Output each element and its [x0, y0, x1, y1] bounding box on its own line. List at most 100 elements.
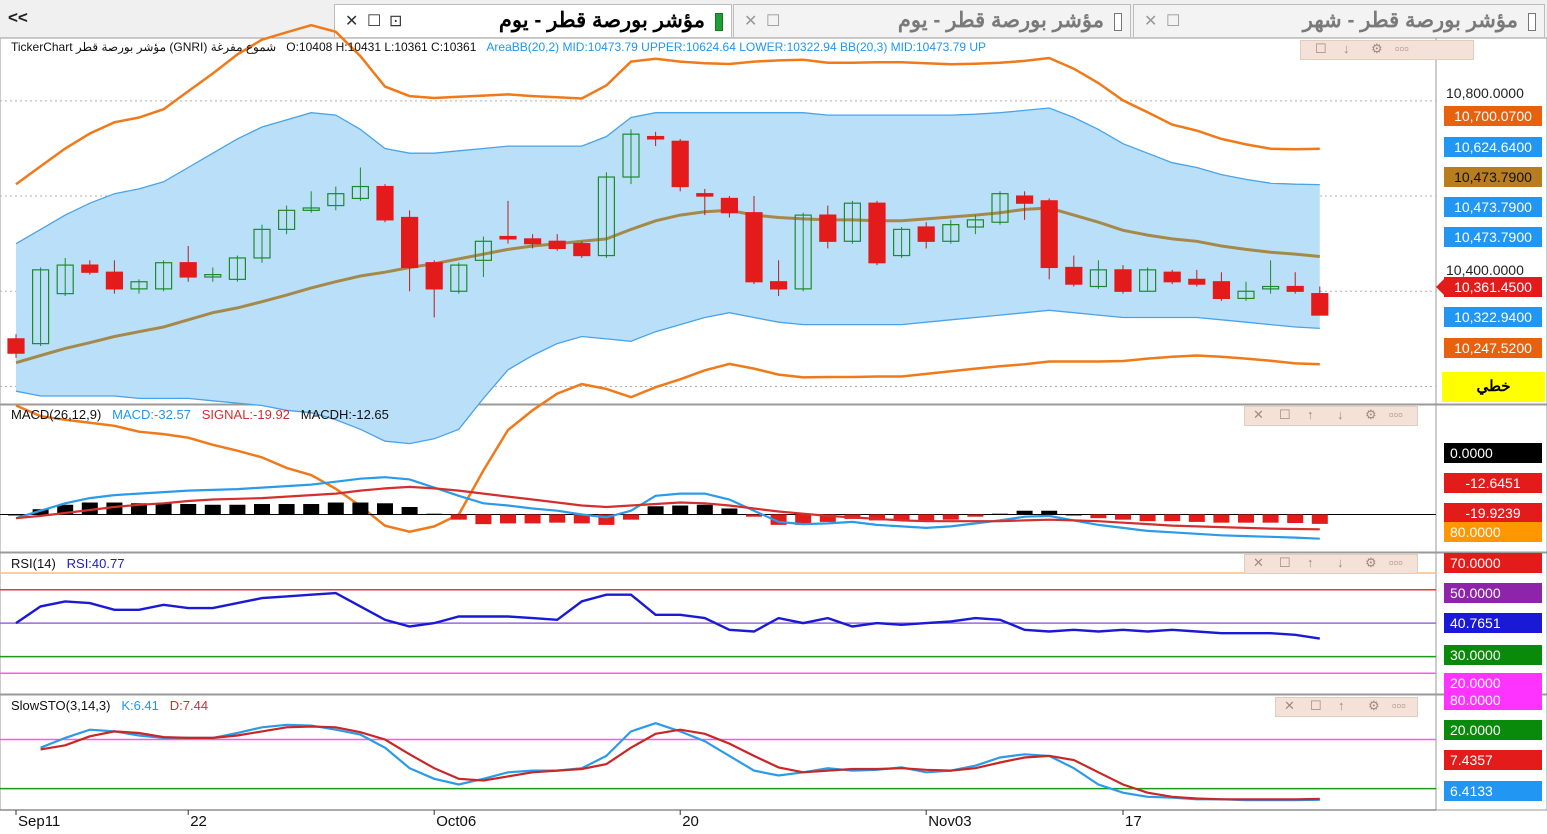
- close-icon[interactable]: ✕: [1284, 698, 1295, 713]
- candle-body: [253, 228, 271, 259]
- chart-title: TickerChart مؤشر بورصة قطر (GNRI) شموع م…: [11, 40, 986, 54]
- maximize-icon[interactable]: ☐: [1279, 555, 1291, 570]
- macd-line: [15, 476, 1320, 540]
- gear-icon[interactable]: ⚙: [1365, 407, 1377, 422]
- tab-active-daily[interactable]: ✕ ☐ ⊡ مؤشر بورصة قطر - يوم: [334, 4, 732, 37]
- candle-body: [548, 240, 566, 250]
- candle-body: [868, 202, 886, 264]
- more-icon[interactable]: ▫▫▫: [1389, 555, 1403, 570]
- candle-body: [671, 140, 689, 188]
- maximize-icon[interactable]: ☐: [1315, 41, 1327, 56]
- pin-icon[interactable]: ⊡: [389, 13, 403, 30]
- candle-body: [351, 185, 369, 200]
- macd-hist-bar: [327, 502, 344, 515]
- price-grid-label: 10,400.0000: [1446, 262, 1524, 278]
- x-axis-label: Oct06: [436, 813, 477, 830]
- macd-hist: MACDH:-12.65: [300, 407, 389, 422]
- down-icon[interactable]: ↓: [1337, 555, 1344, 570]
- up-icon[interactable]: ↑: [1338, 698, 1345, 713]
- more-icon[interactable]: ▫▫▫: [1392, 698, 1406, 713]
- up-icon[interactable]: ↑: [1307, 407, 1314, 422]
- tab-indicator-icon: [715, 13, 723, 31]
- gear-icon[interactable]: ⚙: [1371, 41, 1383, 56]
- macd-hist-bar: [1139, 514, 1156, 522]
- maximize-icon[interactable]: ☐: [1310, 698, 1322, 713]
- candle-body: [597, 176, 616, 257]
- candle-body: [81, 264, 99, 273]
- bb-values: AreaBB(20,2) MID:10473.79 UPPER:10624.64…: [486, 40, 987, 54]
- sto-tag: 7.4357: [1444, 750, 1542, 770]
- rsi-header: RSI(14) RSI:40.77: [11, 556, 124, 571]
- rsi-panel-controls[interactable]: ✕ ☐ ↑ ↓ ⚙ ▫▫▫: [1244, 554, 1418, 574]
- macd-hist-bar: [647, 506, 664, 515]
- candle-body: [892, 228, 911, 257]
- candle-body: [1089, 269, 1108, 288]
- sto-panel-controls[interactable]: ✕ ☐ ↑ ⚙ ▫▫▫: [1275, 697, 1418, 717]
- gear-icon[interactable]: ⚙: [1365, 555, 1377, 570]
- candle-body: [179, 262, 197, 278]
- macd-hist-bar: [106, 502, 123, 515]
- candle-body: [1237, 290, 1255, 300]
- close-icon[interactable]: ✕: [1253, 407, 1264, 422]
- macd-hist-bar: [967, 514, 984, 517]
- macd-hist-bar: [229, 504, 246, 515]
- macd-hist-bar: [131, 503, 147, 515]
- rsi-name: RSI(14): [11, 556, 56, 571]
- more-icon[interactable]: ▫▫▫: [1395, 41, 1409, 56]
- macd-tag: -19.9239: [1444, 503, 1542, 523]
- macd-hist-bar: [1016, 510, 1033, 515]
- up-icon[interactable]: ↑: [1307, 555, 1314, 570]
- close-icon[interactable]: ✕: [345, 13, 359, 30]
- current-price-arrow: [1436, 277, 1446, 297]
- rsi-tag: 30.0000: [1444, 645, 1542, 665]
- macd-hist-bar: [1041, 510, 1058, 515]
- price-tag: 10,473.7900: [1444, 227, 1542, 247]
- tab-monthly[interactable]: ✕ ☐ مؤشر بورصة قطر - شهر: [1133, 4, 1545, 37]
- price-tag: 10,473.7900: [1444, 167, 1542, 187]
- macd-header: MACD(26,12,9) MACD:-32.57 SIGNAL:-19.92 …: [11, 407, 389, 422]
- tab-indicator-icon: [1528, 13, 1536, 31]
- macd-hist-bar: [1188, 514, 1205, 522]
- candle-body: [1261, 285, 1280, 290]
- macd-hist-bar: [426, 513, 443, 515]
- restore-icon[interactable]: ☐: [367, 13, 382, 30]
- more-icon[interactable]: ▫▫▫: [1389, 407, 1403, 422]
- sto-k-line: [40, 722, 1320, 802]
- macd-panel-controls[interactable]: ✕ ☐ ↑ ↓ ⚙ ▫▫▫: [1244, 406, 1418, 426]
- candle-body: [720, 197, 739, 214]
- candle-body: [204, 274, 222, 278]
- macd-hist-bar: [524, 514, 541, 524]
- close-icon[interactable]: ✕: [1144, 13, 1158, 30]
- macd-hist-bar: [918, 514, 935, 522]
- restore-icon[interactable]: ☐: [1166, 13, 1181, 30]
- chart-style-button[interactable]: خطي: [1442, 372, 1545, 402]
- sto-tag: 6.4133: [1444, 781, 1542, 801]
- chart-main-title: TickerChart مؤشر بورصة قطر (GNRI) شموع م…: [11, 40, 277, 54]
- down-icon[interactable]: ↓: [1343, 41, 1350, 56]
- sto-tag: 80.0000: [1444, 690, 1542, 710]
- close-icon[interactable]: ✕: [744, 13, 758, 30]
- candle-body: [228, 257, 246, 280]
- macd-hist-bar: [721, 508, 738, 515]
- close-icon[interactable]: ✕: [1253, 555, 1264, 570]
- candle-body: [991, 193, 1009, 223]
- maximize-icon[interactable]: ☐: [1279, 407, 1291, 422]
- collapse-button[interactable]: <<: [8, 8, 28, 27]
- macd-hist-bar: [795, 514, 812, 525]
- price-panel-controls[interactable]: ☐ ↓ ⚙ ▫▫▫: [1300, 40, 1474, 60]
- tab-bar: << ✕ ☐ ⊡ مؤشر بورصة قطر - يوم ✕ ☐ مؤشر ب…: [0, 0, 1547, 39]
- sto-d-line: [40, 725, 1320, 801]
- macd-hist-bar: [57, 504, 74, 515]
- candle-body: [130, 281, 148, 290]
- candle-body: [646, 135, 665, 140]
- macd-tag: 80.0000: [1444, 522, 1542, 542]
- restore-icon[interactable]: ☐: [766, 13, 781, 30]
- gear-icon[interactable]: ⚙: [1368, 698, 1380, 713]
- tab-daily-2[interactable]: ✕ ☐ مؤشر بورصة قطر - يوم: [733, 4, 1131, 37]
- candle-body: [450, 264, 468, 292]
- macd-hist-bar: [1238, 514, 1254, 523]
- down-icon[interactable]: ↓: [1337, 407, 1344, 422]
- macd-signal: SIGNAL:-19.92: [201, 407, 290, 422]
- candle-body: [1188, 278, 1206, 285]
